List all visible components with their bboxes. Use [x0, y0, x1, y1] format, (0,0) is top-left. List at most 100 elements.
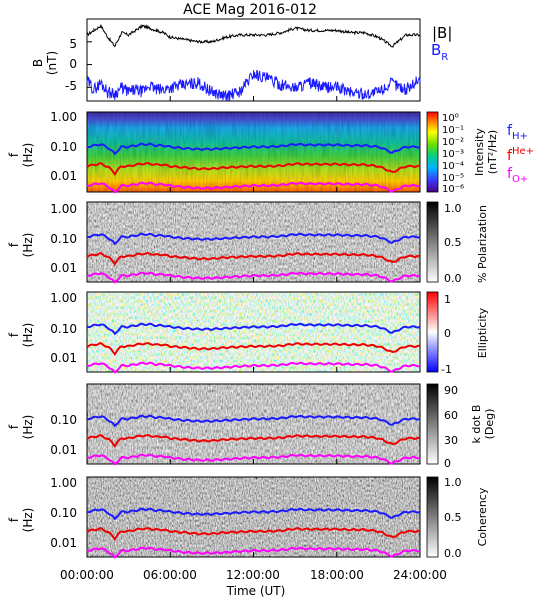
intensity-ytick-01: 0.10 [50, 140, 77, 154]
panel-polarization: 1.00 0.10 0.01 f (Hz) 1.0 0.5 0.0 % Pola… [7, 201, 489, 285]
panel-kdotb: 0.10 0.01 f (Hz) 90 60 30 0 k dot B (Deg… [7, 383, 496, 470]
ellipticity-fO-line [86, 361, 421, 374]
polarization-ytick-1: 1.00 [50, 202, 77, 216]
legend-fo-name: f [507, 166, 513, 182]
figure-title: ACE Mag 2016-012 [183, 2, 317, 18]
coherency-gyro-lines [86, 507, 421, 559]
legend-fh-name: f [507, 123, 513, 139]
intensity-cbtick-3: 10⁻³ [442, 149, 464, 160]
panel-ellipticity: 1.00 0.10 0.01 f (Hz) 1 0 -1 Ellipticity [7, 291, 489, 376]
coherency-cbtick-0: 0.0 [444, 547, 462, 560]
polarization-cbtick-1: 1.0 [444, 202, 462, 215]
legend-fo: fO+ [507, 166, 528, 185]
intensity-cb-label-2: (nT²/Hz) [486, 130, 499, 174]
ellipticity-cbtick-1: 1 [444, 293, 451, 306]
polarization-fHe-line [86, 252, 421, 266]
ellipticity-fHe-line [86, 342, 421, 356]
kdotb-fO-line [86, 453, 421, 466]
kdotb-cbtick-60: 60 [444, 409, 458, 422]
intensity-gyro-lines [86, 142, 421, 194]
kdotb-cbtick-0: 0 [444, 457, 451, 470]
panel-intensity: 1.00 0.10 0.01 f (Hz) 10⁰ 10⁻¹ 10⁻² 10⁻³… [7, 110, 534, 195]
intensity-texture [87, 112, 420, 192]
polarization-ytick-001: 0.01 [50, 261, 77, 275]
kdotb-ytick-001: 0.01 [50, 443, 77, 457]
xtick-label-6: 06:00:00 [143, 568, 197, 582]
ellipticity-colorbar [426, 291, 439, 373]
xtick-label-0: 00:00:00 [60, 568, 114, 582]
legend-fhe-name: f [507, 148, 513, 164]
coherency-fH-line [86, 507, 421, 521]
ellipticity-gyro-lines [86, 322, 421, 374]
coherency-ytick-001: 0.01 [50, 536, 77, 550]
intensity-cb-label-1: Intensity [473, 128, 486, 176]
legend-br-name: B [431, 41, 441, 59]
legend-fh: fH+ [507, 123, 528, 142]
xtick-label-18: 18:00:00 [310, 568, 364, 582]
intensity-ytick-001: 0.01 [50, 169, 77, 183]
intensity-cbtick-0: 10⁰ [442, 113, 459, 124]
coherency-spectrogram [87, 477, 420, 557]
legend-btotal: |B| [432, 24, 452, 42]
coherency-cb-label: Coherency [476, 487, 489, 546]
ellipticity-fH-line [86, 322, 421, 336]
coherency-ylabel-unit: (Hz) [21, 508, 35, 533]
kdotb-fHe-line [86, 434, 421, 448]
intensity-cbtick-4: 10⁻⁴ [442, 161, 464, 172]
kdotb-cbtick-30: 30 [444, 434, 458, 447]
coherency-ytick-1: 1.00 [50, 476, 77, 490]
coherency-cbtick-05: 0.5 [444, 511, 462, 524]
legend-br-sub: R [441, 52, 448, 63]
panel-bfield: 5 0 -5 B (nT) |B| BR [31, 18, 452, 102]
time-axis: 00:00:00 06:00:00 12:00:00 18:00:00 24:0… [60, 96, 447, 598]
polarization-cbtick-05: 0.5 [444, 236, 462, 249]
intensity-ylabel-unit: (Hz) [21, 143, 35, 168]
bfield-ylabel-b: B [31, 59, 45, 67]
kdotb-cb-label-1: k dot B [470, 405, 483, 444]
intensity-cbtick-1: 10⁻¹ [442, 125, 464, 136]
kdotb-spectrogram [87, 384, 420, 464]
kdotb-ylabel-f: f [7, 424, 21, 429]
polarization-cbtick-0: 0.0 [444, 272, 462, 285]
intensity-ytick-1: 1.00 [50, 110, 77, 124]
ellipticity-cbtick-0: 0 [444, 327, 451, 340]
ellipticity-ytick-1: 1.00 [50, 291, 77, 305]
br-series-line [86, 69, 421, 102]
polarization-colorbar [426, 201, 439, 283]
intensity-colorbar [426, 111, 439, 193]
time-axis-label: Time (UT) [226, 584, 286, 598]
legend-fhe: fHe+ [507, 146, 534, 164]
legend-br: BR [431, 41, 448, 63]
intensity-fHe-line [86, 162, 421, 176]
ellipticity-ytick-01: 0.10 [50, 322, 77, 336]
intensity-colorbar-ticks: 10⁰ 10⁻¹ 10⁻² 10⁻³ 10⁻⁴ 10⁻⁵ 10⁻⁶ [442, 113, 464, 195]
polarization-gyro-lines [86, 232, 421, 284]
coherency-ylabel-f: f [7, 517, 21, 522]
coherency-ytick-01: 0.10 [50, 506, 77, 520]
legend-fh-sub: H+ [512, 131, 528, 142]
ellipticity-cbtick-neg1: -1 [441, 363, 452, 376]
time-axis-tick-marks [86, 96, 421, 557]
coherency-fO-line [86, 546, 421, 559]
polarization-cb-label: % Polarization [476, 205, 489, 283]
polarization-ylabel-f: f [7, 242, 21, 247]
polarization-spectrogram [87, 202, 420, 282]
ellipticity-spectrogram [87, 292, 420, 372]
polarization-ytick-01: 0.10 [50, 232, 77, 246]
legend-fhe-sup: He+ [512, 146, 534, 157]
intensity-ylabel-f: f [7, 152, 21, 157]
kdotb-colorbar [426, 383, 439, 465]
gyro-legend: fH+ fHe+ fO+ [507, 123, 534, 185]
coherency-cbtick-1: 1.0 [444, 476, 462, 489]
ellipticity-ytick-001: 0.01 [50, 351, 77, 365]
legend-fo-sub: O+ [512, 174, 528, 185]
intensity-cbtick-6: 10⁻⁶ [442, 184, 464, 195]
coherency-colorbar [426, 476, 439, 558]
kdotb-ylabel-unit: (Hz) [21, 415, 35, 440]
polarization-fH-line [86, 232, 421, 246]
ellipticity-ylabel-f: f [7, 332, 21, 337]
kdotb-cbtick-90: 90 [444, 384, 458, 397]
xtick-label-12: 12:00:00 [226, 568, 280, 582]
ellipticity-cb-label: Ellipticity [476, 307, 489, 358]
